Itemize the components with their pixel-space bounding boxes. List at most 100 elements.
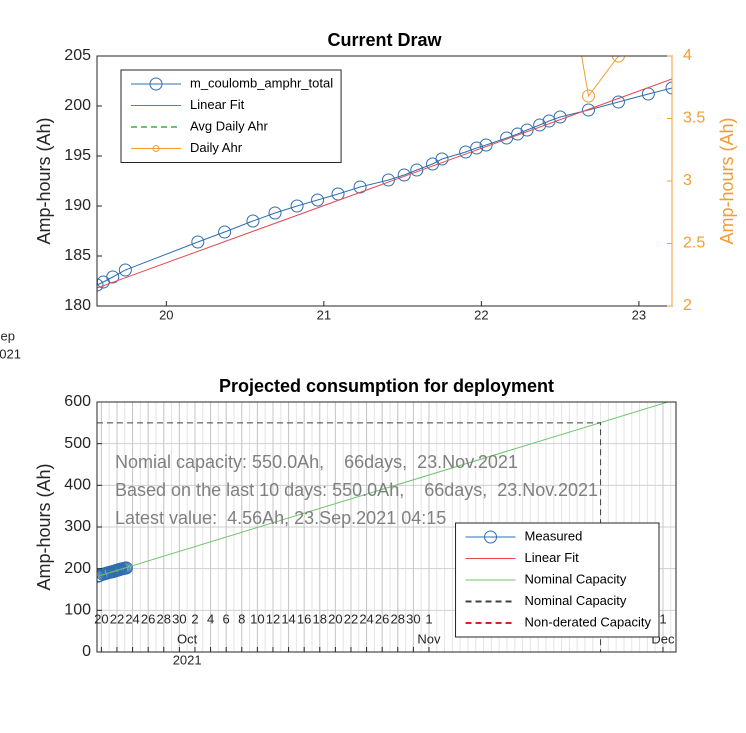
y-tick-label: 600 [64, 393, 91, 410]
legend-box [120, 69, 342, 163]
data-point [582, 103, 596, 117]
plot [97, 402, 676, 652]
series-line [97, 422, 602, 652]
x-tick-label: 22 [344, 611, 358, 626]
x-tick-label: 1 [659, 611, 666, 626]
y-tick-label: 400 [64, 477, 91, 494]
y-tick-label: 500 [64, 435, 91, 452]
legend-label: Linear Fit [525, 550, 580, 565]
legend-label: Linear Fit [190, 97, 245, 112]
y-tick-label: 0 [82, 643, 91, 660]
y2-tick-label: 3.5 [683, 110, 705, 127]
data-point [611, 95, 625, 109]
annotation: Based on the last 10 days: 550.0Ah, 66da… [115, 480, 598, 500]
x-tick-label: 30 [406, 611, 420, 626]
data-point [435, 152, 449, 166]
y-tick-label: 100 [64, 602, 91, 619]
legend: Measured Linear Fit Nominal Capacity Nomina… [455, 522, 660, 638]
y2-tick-label: 3 [683, 172, 692, 189]
x-tick-label: 1 [425, 611, 432, 626]
year-label: 2021 [173, 652, 202, 667]
x-tick-label: 12 [266, 611, 280, 626]
data-point [106, 270, 120, 284]
x-tick-label: 26 [375, 611, 389, 626]
axes: 1801851901952002052021222322.533.54Sep20… [0, 30, 737, 362]
x-tick-label: 18 [313, 611, 327, 626]
legend-label: Nominal Capacity [525, 571, 627, 586]
month-label: Nov [417, 631, 441, 646]
x-tick-label: 4 [207, 611, 214, 626]
x-tick-label: 28 [391, 611, 405, 626]
data-point [268, 206, 282, 220]
legend-label: Nominal Capacity [525, 593, 627, 608]
legend-marker [149, 77, 163, 91]
y-axis-label: Amp-hours (Ah) [34, 117, 54, 244]
data-point [665, 81, 672, 95]
data-point [582, 89, 596, 103]
y2-tick-label: 4 [683, 47, 692, 64]
x-tick-label: 20 [159, 307, 173, 322]
legend-marker [152, 145, 160, 152]
y-tick-label: 205 [64, 47, 91, 64]
data-point [353, 180, 367, 194]
x-tick-label: 8 [238, 611, 245, 626]
x-tick-label: 20 [328, 611, 342, 626]
chart-title: Current Draw [327, 30, 442, 50]
data-point [311, 193, 325, 207]
x-tick-label: 21 [317, 307, 331, 322]
data-point [397, 168, 411, 182]
x-tick-label: 24 [359, 611, 373, 626]
y-axis-label: Amp-hours (Ah) [34, 463, 54, 590]
data-point [118, 263, 132, 277]
data-point [246, 214, 260, 228]
x-tick-label: 28 [157, 611, 171, 626]
y-tick-label: 200 [64, 560, 91, 577]
x-tick-label: 10 [250, 611, 264, 626]
chart-title: Projected consumption for deployment [219, 376, 554, 396]
data-point [191, 235, 205, 249]
y2-axis-label: Amp-hours (Ah) [717, 117, 737, 244]
x-tick-label: 20 [94, 611, 108, 626]
data-point [119, 561, 133, 575]
legend-label: Non-derated Capacity [525, 614, 652, 629]
series-line [97, 402, 670, 577]
data-point [218, 225, 232, 239]
x-tick-label: 24 [125, 611, 139, 626]
series-line [97, 87, 672, 286]
x-tick-label: 22 [474, 307, 488, 322]
y-tick-label: 195 [64, 147, 91, 164]
month-label: Oct [177, 631, 198, 646]
x-tick-label: 2 [191, 611, 198, 626]
legend-label: Avg Daily Ahr [190, 118, 268, 133]
y-tick-label: 200 [64, 97, 91, 114]
legend-label: Measured [525, 528, 583, 543]
y-tick-label: 190 [64, 197, 91, 214]
legend-label: Daily Ahr [190, 140, 243, 155]
y-tick-label: 185 [64, 247, 91, 264]
plot [97, 56, 672, 292]
x-tick-label: 6 [223, 611, 230, 626]
data-point [511, 127, 525, 141]
x-tick-label: 26 [141, 611, 155, 626]
data-point [290, 199, 304, 213]
y2-tick-label: 2 [683, 297, 692, 314]
legend-label: m_coulomb_amphr_total [190, 75, 333, 90]
legend-marker [484, 530, 498, 544]
date-label: Sep [0, 328, 15, 343]
y-tick-label: 180 [64, 297, 91, 314]
y2-tick-label: 2.5 [683, 235, 705, 252]
y-tick-label: 300 [64, 518, 91, 535]
data-point [611, 56, 625, 63]
x-tick-label: 16 [297, 611, 311, 626]
series-line [581, 56, 619, 98]
data-point [97, 278, 104, 292]
x-tick-label: 23 [632, 307, 646, 322]
x-tick-label: 30 [172, 611, 186, 626]
date-label: 2021 [0, 346, 21, 361]
annotation: Nomial capacity: 550.0Ah, 66days, 23.Nov… [115, 452, 518, 472]
x-tick-label: 22 [110, 611, 124, 626]
annotation: Latest value: 4.56Ah, 23.Sep.2021 04:15 [115, 508, 446, 528]
data-point [479, 138, 493, 152]
